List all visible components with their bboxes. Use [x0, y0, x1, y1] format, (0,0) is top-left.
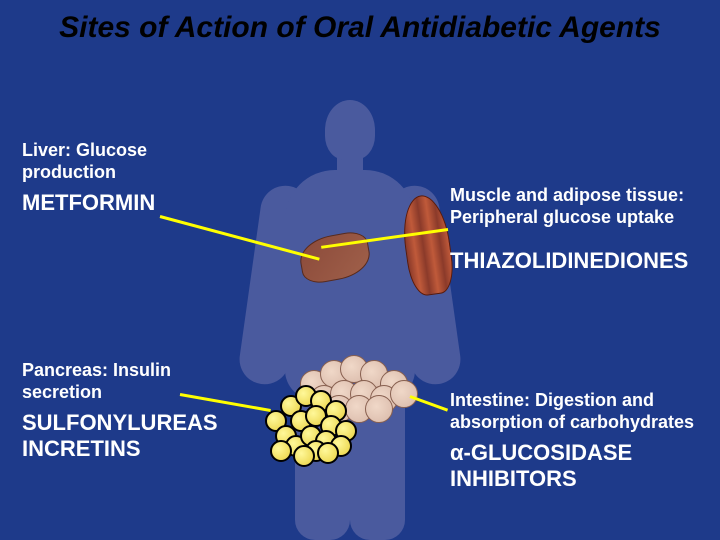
- pancreas-drug-2: INCRETINS: [22, 436, 141, 461]
- liver-drug-label: METFORMIN: [22, 190, 155, 216]
- intestine-loop: [390, 380, 418, 408]
- intestine-loop: [365, 395, 393, 423]
- muscle-drug-label: THIAZOLIDINEDIONES: [450, 248, 688, 274]
- intestine-drug-label: α-GLUCOSIDASE INHIBITORS: [450, 440, 710, 493]
- body-silhouette: [225, 100, 465, 540]
- liver-site-label: Liver: Glucose production: [22, 140, 222, 183]
- pancreas-organ: [255, 380, 365, 460]
- pancreas-cell: [317, 442, 339, 464]
- muscle-site-label: Muscle and adipose tissue: Peripheral gl…: [450, 185, 710, 228]
- pancreas-drug-label: SULFONYLUREAS INCRETINS: [22, 410, 242, 463]
- intestine-site-label: Intestine: Digestion and absorption of c…: [450, 390, 710, 433]
- pancreas-cell: [270, 440, 292, 462]
- intestine-drug-1: α-GLUCOSIDASE: [450, 440, 632, 465]
- pancreas-drug-1: SULFONYLUREAS: [22, 410, 218, 435]
- intestine-drug-2: INHIBITORS: [450, 466, 577, 491]
- pancreas-cell: [293, 445, 315, 467]
- silhouette-head: [325, 100, 375, 160]
- page-title: Sites of Action of Oral Antidiabetic Age…: [0, 10, 720, 46]
